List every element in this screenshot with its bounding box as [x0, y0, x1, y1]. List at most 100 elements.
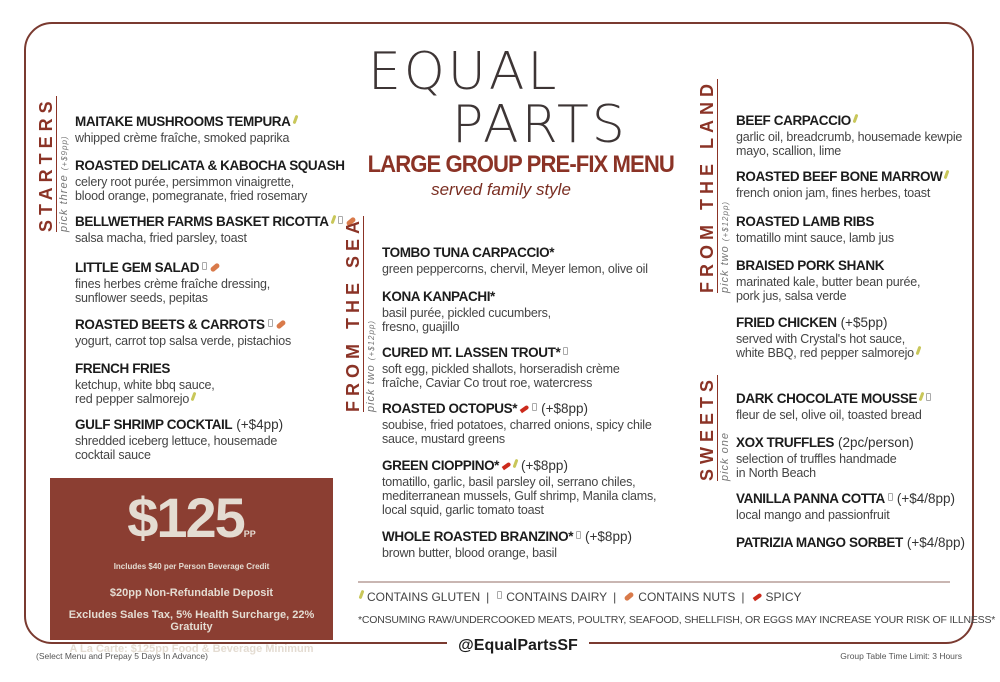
legend-label-nuts: CONTAINS NUTS	[638, 590, 736, 604]
menu-item-name: VANILLA PANNA COTTA	[736, 491, 885, 506]
nuts-icon	[275, 319, 287, 330]
menu-item-description: basil purée, pickled cucumbers, fresno, …	[382, 306, 551, 334]
menu-item-description: tomatillo, garlic, basil parsley oil, se…	[382, 475, 657, 517]
dairy-icon	[887, 493, 893, 501]
nuts-icon	[623, 591, 635, 602]
menu-item-header: BELLWETHER FARMS BASKET RICOTTA	[75, 213, 357, 231]
spicy-icon	[752, 592, 762, 602]
social-handle[interactable]: @EqualPartsSF	[447, 637, 589, 655]
menu-item-name: PATRIZIA MANGO SORBET	[736, 535, 903, 550]
menu-item-price: (+$4/8pp)	[896, 491, 956, 506]
section-pick: pick one	[718, 375, 733, 481]
menu-item-name: MAITAKE MUSHROOMS TEMPURA	[75, 114, 291, 129]
menu-item-name: ROASTED BEEF BONE MARROW	[736, 169, 943, 184]
price-box: $125PP Includes $40 per Person Beverage …	[50, 478, 333, 655]
section-pick: pick two (+$12pp)	[364, 216, 379, 412]
menu-item: WHOLE ROASTED BRANZINO* (+$8pp) brown butt…	[382, 528, 632, 560]
menu-item-price: (+$5pp)	[840, 315, 888, 330]
spicy-icon	[519, 404, 530, 414]
dairy-icon	[267, 319, 273, 327]
menu-item: KONA KANPACHI* basil purée, pickled cucum…	[382, 288, 551, 334]
section-label-sea: FROM THE SEA pick two (+$12pp)	[343, 215, 379, 412]
menu-item-name: WHOLE ROASTED BRANZINO*	[382, 529, 574, 544]
menu-item: FRIED CHICKEN (+$5pp) served with Crystal'…	[736, 314, 922, 360]
menu-item-description: whipped crème fraîche, smoked paprika	[75, 131, 297, 145]
menu-item-description: ketchup, white bbq sauce, red pepper sal…	[75, 378, 215, 406]
menu-item-name: TOMBO TUNA CARPACCIO*	[382, 245, 555, 260]
menu-item-name: ROASTED BEETS & CARROTS	[75, 317, 265, 332]
dairy-icon	[532, 403, 538, 411]
description-text: tomatillo mint sauce, lamb jus	[736, 231, 894, 245]
menu-item: GULF SHRIMP COCKTAIL (+$4pp) shredded iceb…	[75, 416, 283, 462]
menu-item: BRAISED PORK SHANK marinated kale, butter…	[736, 257, 920, 303]
section-label-sweets: SWEETS pick one	[697, 374, 733, 481]
description-text: marinated kale, butter bean purée, pork …	[736, 275, 921, 303]
legend-separator: |	[613, 590, 617, 604]
description-text: yogurt, carrot top salsa verde, pistachi…	[75, 334, 292, 348]
menu-item: BEEF CARPACCIO garlic oil, breadcrumb, ho…	[736, 112, 962, 158]
price-amount: $125PP	[50, 490, 333, 562]
menu-item-price: (+$4pp)	[236, 417, 284, 432]
menu-item-name: CURED MT. LASSEN TROUT*	[382, 345, 561, 360]
time-limit-note: Group Table Time Limit: 3 Hours	[840, 651, 962, 661]
menu-item-name: ROASTED LAMB RIBS	[736, 214, 874, 229]
menu-item: BELLWETHER FARMS BASKET RICOTTA salsa mac…	[75, 213, 357, 245]
menu-item-header: XOX TRUFFLES (2pc/person)	[736, 434, 914, 452]
menu-item-price: (+$8pp)	[521, 458, 568, 473]
menu-item-header: ROASTED OCTOPUS* (+$8pp)	[382, 400, 652, 418]
menu-item-header: ROASTED BEETS & CARROTS	[75, 316, 291, 334]
gluten-icon	[918, 391, 925, 402]
description-text: french onion jam, fines herbes, toast	[736, 186, 931, 200]
legend-label-dairy: CONTAINS DAIRY	[506, 590, 608, 604]
menu-item-header: CURED MT. LASSEN TROUT*	[382, 344, 620, 362]
pick-text: pick three	[58, 174, 70, 232]
menu-item-price: (+$4/8pp)	[906, 535, 966, 550]
description-text: soft egg, pickled shallots, horseradish …	[382, 362, 620, 390]
menu-item: XOX TRUFFLES (2pc/person) selection of tru…	[736, 434, 914, 480]
menu-item-description: local mango and passionfruit	[736, 508, 955, 522]
menu-item-description: tomatillo mint sauce, lamb jus	[736, 231, 894, 245]
gluten-icon	[852, 113, 859, 124]
menu-item-description: soubise, fried potatoes, charred onions,…	[382, 418, 652, 446]
description-text: whipped crème fraîche, smoked paprika	[75, 131, 290, 145]
menu-item: PATRIZIA MANGO SORBET (+$4/8pp)	[736, 534, 965, 552]
menu-item-name: LITTLE GEM SALAD	[75, 260, 200, 275]
gluten-icon	[358, 589, 365, 600]
legend-label-gluten: CONTAINS GLUTEN	[367, 590, 481, 604]
menu-item-name: FRIED CHICKEN	[736, 315, 837, 330]
menu-item: LITTLE GEM SALAD fines herbes crème fraîc…	[75, 259, 270, 305]
description-text: ketchup, white bbq sauce, red pepper sal…	[75, 378, 215, 406]
menu-item-name: GULF SHRIMP COCKTAIL	[75, 417, 233, 432]
prepay-note: (Select Menu and Prepay 5 Days In Advanc…	[36, 651, 208, 661]
gluten-icon	[512, 458, 519, 469]
description-text: served with Crystal's hot sauce, white B…	[736, 332, 914, 360]
price-value: $125	[127, 486, 246, 549]
pick-text: pick two	[365, 364, 377, 412]
description-text: local mango and passionfruit	[736, 508, 890, 522]
beverage-credit: Includes $40 per Person Beverage Credit	[113, 562, 270, 571]
menu-item-name: GREEN CIOPPINO*	[382, 458, 500, 473]
menu-item-description: yogurt, carrot top salsa verde, pistachi…	[75, 334, 291, 348]
menu-item: ROASTED BEEF BONE MARROW french onion jam…	[736, 168, 950, 200]
menu-item: ROASTED BEETS & CARROTS yogurt, carrot to…	[75, 316, 291, 348]
price-unit: PP	[243, 529, 256, 539]
menu-item-header: DARK CHOCOLATE MOUSSE	[736, 390, 932, 408]
menu-item-name: FRENCH FRIES	[75, 361, 170, 376]
section-label-land: FROM THE LAND pick two (+$12pp)	[697, 79, 733, 293]
menu-item-name: BEEF CARPACCIO	[736, 113, 851, 128]
description-text: tomatillo, garlic, basil parsley oil, se…	[382, 475, 657, 517]
menu-item: CURED MT. LASSEN TROUT* soft egg, pickled…	[382, 344, 620, 390]
menu-item-header: MAITAKE MUSHROOMS TEMPURA	[75, 113, 298, 131]
menu-item-header: ROASTED DELICATA & KABOCHA SQUASH	[75, 157, 345, 175]
menu-item-description: brown butter, blood orange, basil	[382, 546, 632, 560]
dairy-icon	[926, 393, 932, 401]
description-text: green peppercorns, chervil, Meyer lemon,…	[382, 262, 648, 276]
gluten-icon	[190, 391, 197, 402]
section-title: FROM THE LAND	[697, 79, 718, 293]
description-text: basil purée, pickled cucumbers, fresno, …	[382, 306, 551, 334]
menu-item: MAITAKE MUSHROOMS TEMPURA whipped crème f…	[75, 113, 298, 145]
menu-item-name: ROASTED DELICATA & KABOCHA SQUASH	[75, 158, 345, 173]
menu-item-description: salsa macha, fried parsley, toast	[75, 231, 356, 245]
dairy-icon	[563, 347, 569, 355]
logo-parts: PARTS	[452, 95, 628, 155]
